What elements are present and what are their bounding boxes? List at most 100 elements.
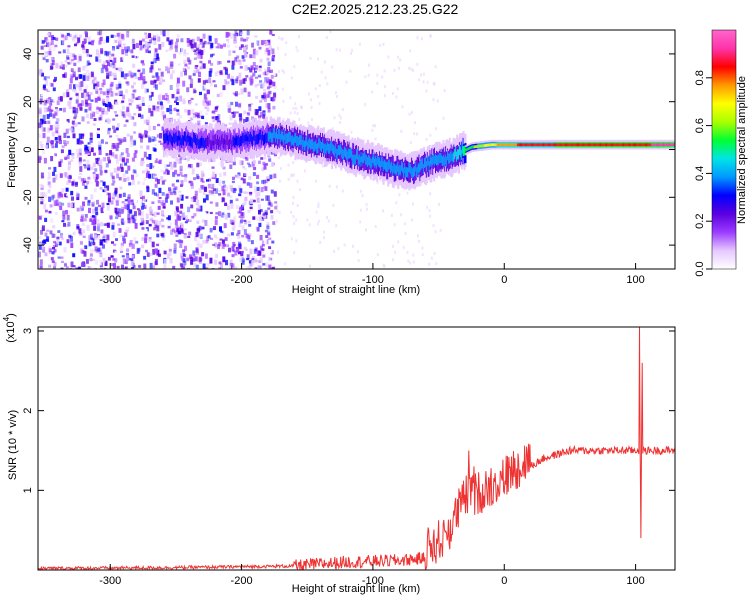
spectrogram-cell	[428, 38, 431, 42]
spectrogram-cell	[160, 31, 164, 36]
spectrogram-cell	[52, 225, 56, 229]
spectrogram-cell	[164, 97, 168, 101]
spectrogram-cell	[289, 96, 292, 100]
spectrogram-cell	[164, 93, 168, 97]
spectrogram-cell	[327, 236, 330, 239]
spectrogram-cell	[133, 211, 137, 217]
spectrogram-cell	[166, 30, 170, 37]
spectrogram-cell	[109, 150, 113, 156]
spectrogram-cell	[160, 142, 163, 145]
spectrogram-cell	[68, 149, 72, 156]
spectrogram-cell	[129, 117, 133, 120]
spectrogram-cell	[105, 68, 109, 72]
spectrogram-cell	[328, 184, 331, 188]
spectrogram-cell	[101, 202, 105, 209]
spectrogram-cell	[169, 43, 173, 50]
spectrogram-cell	[117, 67, 121, 71]
spectrogram-cell	[103, 103, 106, 106]
spectrogram-cell	[187, 206, 191, 213]
spectrogram-cell	[238, 208, 242, 214]
spectrogram-cell	[133, 140, 136, 146]
spectrogram-cell	[150, 217, 154, 222]
spectrogram-cell	[403, 57, 406, 61]
spectrogram-cell	[207, 186, 211, 191]
spectrogram-cell	[417, 234, 419, 238]
spectrogram-cell	[51, 260, 55, 263]
spectrogram-cell	[178, 215, 182, 220]
spectrogram-cell	[55, 121, 59, 124]
spectrogram-cell	[110, 255, 114, 258]
spectrogram-cell	[240, 44, 244, 48]
spectrogram-cell	[60, 40, 64, 46]
spectrogram-cell	[359, 220, 362, 224]
spectrogram-cell	[180, 263, 184, 267]
spectrogram-cell	[125, 49, 129, 54]
spectrogram-cell	[69, 168, 73, 174]
spectrogram-cell	[101, 98, 105, 105]
spectrogram-cell	[133, 72, 137, 77]
spectrogram-cell	[72, 253, 76, 258]
spectrogram-cell	[106, 90, 110, 96]
spectrogram-cell	[39, 140, 43, 146]
spectrogram-cell	[82, 65, 86, 71]
spectrogram-cell	[129, 95, 133, 100]
spectrogram-cell	[142, 76, 146, 79]
spectrogram-cell	[88, 146, 92, 150]
spectrogram-cell	[184, 245, 187, 251]
spectrogram-cell	[176, 38, 179, 43]
spectrogram-cell	[73, 84, 76, 90]
spectrogram-cell	[155, 53, 159, 60]
spectrogram-cell	[109, 87, 113, 93]
spectrogram-cell	[294, 102, 297, 106]
spectrogram-cell	[163, 208, 167, 213]
spectrogram-cell	[383, 264, 386, 268]
spectrogram-cell	[96, 81, 100, 87]
spectrogram-cell	[324, 216, 327, 220]
spectrogram-cell	[141, 38, 145, 42]
spectrogram-cell	[72, 110, 76, 114]
spectrogram-cell	[180, 267, 184, 269]
spectrogram-cell	[209, 250, 213, 256]
spectrogram-cell	[114, 136, 118, 142]
spectrogram-cell	[183, 164, 187, 170]
spectrogram-cell	[382, 72, 385, 76]
spectrogram-cell	[263, 81, 267, 86]
spectrogram-cell	[170, 39, 174, 45]
spectrogram-cell	[255, 50, 259, 56]
spectrogram-cell	[262, 71, 266, 76]
spectrogram-cell	[254, 76, 258, 79]
spectrogram-cell	[104, 187, 108, 192]
spectrogram-cell	[42, 188, 46, 195]
spectrogram-cell	[277, 250, 279, 254]
spectrogram-cell	[296, 49, 299, 53]
spectrogram-cell	[51, 100, 55, 104]
spectrogram-cell	[125, 224, 129, 230]
spectrogram-cell	[76, 226, 80, 229]
spectrogram-cell	[292, 106, 295, 110]
spectrogram-cell	[252, 73, 256, 77]
spectrogram-cell	[434, 65, 437, 69]
spectrogram-cell	[60, 237, 64, 241]
spectrogram-cell	[336, 95, 338, 98]
spectrogram-cell	[92, 208, 95, 214]
spectrogram-cell	[144, 87, 148, 94]
spectrogram-cell	[160, 211, 164, 214]
spectrogram-cell	[68, 101, 72, 105]
spectrogram-cell	[223, 243, 226, 247]
spectrogram-cell	[48, 48, 52, 51]
spectrogram-cell	[104, 185, 108, 189]
spectrogram-cell	[295, 239, 298, 243]
spectrogram-cell	[83, 73, 86, 76]
spectrogram-cell	[92, 123, 96, 126]
spectrogram-cell	[123, 220, 126, 224]
spectrogram-cell	[61, 64, 65, 70]
spectrogram-cell	[176, 91, 180, 94]
snr-y-tick-label: 1	[22, 487, 34, 493]
spectrogram-cell	[246, 30, 250, 36]
spectrogram-cell	[52, 36, 56, 40]
spectrogram-cell	[242, 166, 246, 169]
spectrogram-cell	[67, 179, 71, 184]
spectrogram-cell	[271, 33, 275, 37]
spectrogram-cell	[82, 75, 86, 81]
